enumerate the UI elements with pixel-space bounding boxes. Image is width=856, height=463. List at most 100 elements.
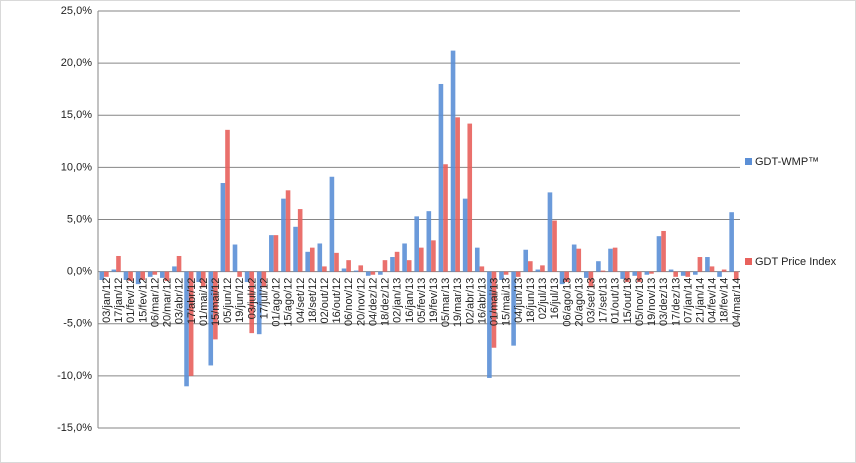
bar [596,261,601,272]
bar [116,255,121,272]
x-tick-label: 17/set/13 [598,278,610,323]
bar [99,271,105,280]
bar [552,220,557,272]
bar [564,271,569,283]
bar [717,271,722,277]
bar [523,249,529,272]
bar [346,260,351,272]
bar [281,198,286,272]
x-tick-label: 15/mai/13 [501,278,513,326]
bar [479,266,485,272]
bar [450,50,456,272]
x-tick-label: 03/jan/12 [101,278,113,323]
bar [535,269,541,272]
bar [438,83,444,272]
x-tick-label: 03/abr/12 [174,278,186,324]
bar [705,257,710,272]
bar [729,212,734,272]
bar [540,265,545,272]
x-tick-label: 02/jul/13 [537,278,549,320]
bar [176,255,182,272]
x-tick-label: 16/out/12 [331,278,343,324]
x-tick-label: 19/mar/13 [452,278,464,328]
bar [128,271,133,282]
y-tick-label: 25,0% [61,5,92,17]
x-tick-label: 01/ago/12 [271,278,283,327]
x-tick-label: 18/jun/13 [525,278,537,323]
bar [232,244,238,272]
legend-label: GDT Price Index [755,256,837,268]
bar [358,265,364,272]
bar [721,269,727,272]
bar [382,260,388,272]
bar [160,271,165,278]
x-tick-label: 16/jan/13 [404,278,416,323]
bar [256,271,262,335]
bar [649,271,654,274]
x-tick-label: 06/mar/12 [149,278,161,328]
bar [487,271,492,378]
bar [612,247,618,272]
y-tick-label: -15,0% [57,422,92,434]
x-tick-label: 18/dez/12 [380,278,392,326]
bar [547,192,553,272]
bar [225,129,230,272]
x-tick-label: 03/set/13 [585,278,597,323]
x-tick-label: 03/jul/12 [246,278,258,320]
bar [147,271,153,277]
bar [261,271,267,288]
y-tick-label: 20,0% [61,57,92,69]
bar [269,235,274,272]
bar [406,260,412,272]
bar [135,271,141,285]
bar [297,209,303,272]
bar [637,271,642,283]
bar [680,271,686,276]
bar [455,117,460,272]
bar [172,266,177,272]
bar [511,271,516,346]
bar [426,211,432,272]
bar [528,261,533,272]
bar [419,247,424,272]
y-tick-label: 10,0% [61,161,92,173]
x-tick-label: 05/nov/13 [634,278,646,326]
x-tick-label: 04/set/12 [295,278,307,323]
bar [462,198,468,272]
x-tick-label: 03/dez/13 [658,278,670,326]
bar [237,271,242,277]
bar [624,271,630,283]
bar [152,271,158,275]
x-tick-label: 01/mai/13 [489,278,501,326]
bar [341,268,347,272]
x-tick-label: 18/set/12 [307,278,319,323]
bar [697,257,703,272]
x-tick-label: 05/mar/13 [440,278,452,328]
bar [709,266,715,272]
bar [317,243,323,272]
bar [588,271,594,288]
bar [188,271,194,376]
bar [620,271,625,279]
x-tick-label: 20/nov/12 [355,278,367,326]
x-tick-label: 15/ago/12 [283,278,295,327]
bar [213,271,218,340]
x-tick-label: 19/nov/13 [646,278,658,326]
x-tick-label: 20/ago/13 [573,278,585,327]
x-tick-label: 16/jul/13 [549,278,561,320]
bar [644,271,650,275]
x-tick-label: 06/ago/13 [561,278,573,327]
x-tick-label: 19/fev/13 [428,278,440,323]
bar [293,226,298,272]
x-tick-label: 17/jul/12 [258,278,270,320]
x-tick-label: 04/fev/14 [707,278,719,323]
bar [390,257,395,272]
bar [693,271,698,275]
bar [559,271,565,285]
bar [196,271,201,283]
x-tick-label: 05/jun/12 [222,278,234,323]
bar [249,271,255,334]
x-tick-label: 01/fev/12 [125,278,137,323]
bar [632,271,638,276]
x-tick-label: 15/out/13 [622,278,634,324]
